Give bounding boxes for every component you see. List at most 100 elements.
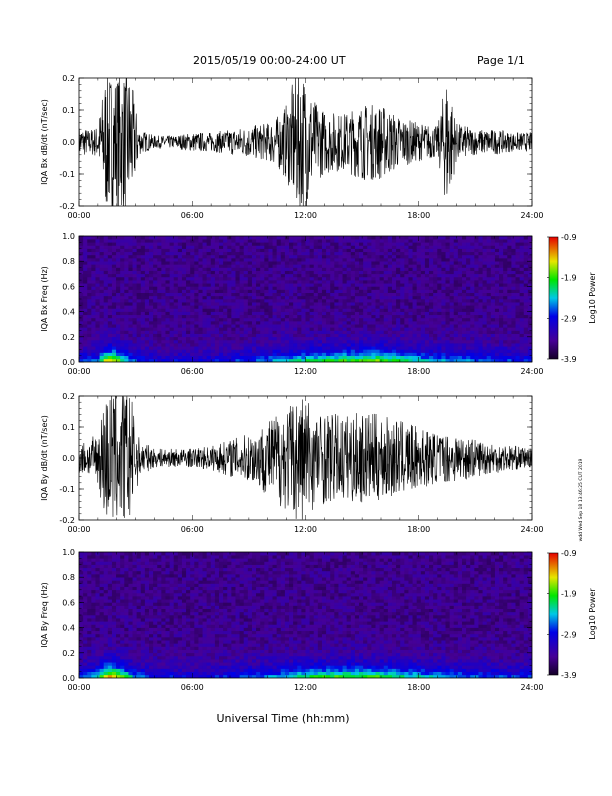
spectrogram-cell [153,340,157,343]
spectrogram-cell [268,249,272,252]
spectrogram-cell [441,261,445,264]
spectrogram-cell [264,252,268,255]
spectrogram-cell [161,299,165,302]
spectrogram-cell [211,252,215,255]
spectrogram-cell [104,331,108,334]
spectrogram-cell [227,324,231,327]
spectrogram-cell [351,236,355,239]
spectrogram-cell [149,283,153,286]
spectrogram-cell [334,302,338,305]
spectrogram-cell [281,340,285,343]
spectrogram-cell [227,283,231,286]
spectrogram-cell [240,327,244,330]
spectrogram-cell [413,305,417,308]
spectrogram-cell [165,277,169,280]
spectrogram-cell [511,321,515,324]
spectrogram-cell [161,353,165,356]
spectrogram-cell [145,252,149,255]
spectrogram-cell [474,337,478,340]
spectrogram-cell [367,236,371,239]
spectrogram-cell [351,334,355,337]
spectrogram-cell [396,290,400,293]
spectrogram-cell [198,331,202,334]
spectrogram-cell [203,255,207,258]
spectrogram-cell [153,321,157,324]
spectrogram-cell [79,577,83,580]
spectrogram-cell [186,286,190,289]
spectrogram-cell [285,302,289,305]
spectrogram-cell [425,293,429,296]
spectrogram-cell [384,268,388,271]
spectrogram-cell [124,280,128,283]
spectrogram-cell [141,249,145,252]
spectrogram-cell [511,312,515,315]
spectrogram-cell [285,334,289,337]
spectrogram-cell [310,302,314,305]
x-tick-label: 12:00 [294,211,317,220]
spectrogram-cell [413,280,417,283]
spectrogram-cell [174,283,178,286]
spectrogram-cell [260,296,264,299]
spectrogram-cell [371,268,375,271]
spectrogram-cell [153,346,157,349]
spectrogram-cell [413,268,417,271]
spectrogram-cell [334,321,338,324]
spectrogram-cell [322,296,326,299]
x-tick-label: 00:00 [67,211,90,220]
spectrogram-cell [334,343,338,346]
spectrogram-cell [301,261,305,264]
spectrogram-cell [141,343,145,346]
spectrogram-cell [235,321,239,324]
spectrogram-cell [334,249,338,252]
spectrogram-cell [359,308,363,311]
spectrogram-cell [326,302,330,305]
spectrogram-cell [207,239,211,242]
spectrogram-cell [260,324,264,327]
spectrogram-cell [326,249,330,252]
spectrogram-cell [79,249,83,252]
spectrogram-cell [347,302,351,305]
spectrogram-cell [421,242,425,245]
spectrogram-cell [429,293,433,296]
spectrogram-cell [454,245,458,248]
spectrogram-cell [235,308,239,311]
spectrogram-cell [293,258,297,261]
spectrogram-cells [79,552,532,678]
spectrogram-cell [293,277,297,280]
spectrogram-cell [100,571,104,574]
spectrogram-cell [186,249,190,252]
spectrogram-cell [207,334,211,337]
spectrogram-cell [322,349,326,352]
spectrogram-cell [495,252,499,255]
spectrogram-cell [310,327,314,330]
spectrogram-cell [429,356,433,359]
spectrogram-cell [404,340,408,343]
spectrogram-cell [157,327,161,330]
spectrogram-cell [128,318,132,321]
spectrogram-cell [190,271,194,274]
spectrogram-cell [227,271,231,274]
spectrogram-cell [310,356,314,359]
spectrogram-cell [190,290,194,293]
spectrogram-cell [511,258,515,261]
spectrogram-cell [240,293,244,296]
spectrogram-cell [297,268,301,271]
spectrogram-cell [491,249,495,252]
spectrogram-cell [297,356,301,359]
spectrogram-cell [462,324,466,327]
spectrogram-cell [165,290,169,293]
spectrogram-cell [235,264,239,267]
spectrogram-cell [87,349,91,352]
spectrogram-cell [223,239,227,242]
spectrogram-cell [450,296,454,299]
spectrogram-cell [264,274,268,277]
spectrogram-cell [433,315,437,318]
spectrogram-cell [198,340,202,343]
spectrogram-cell [124,334,128,337]
spectrogram-cell [413,252,417,255]
spectrogram-cell [487,340,491,343]
spectrogram-cell [396,271,400,274]
spectrogram-cell [347,268,351,271]
spectrogram-cell [157,356,161,359]
spectrogram-cell [207,327,211,330]
